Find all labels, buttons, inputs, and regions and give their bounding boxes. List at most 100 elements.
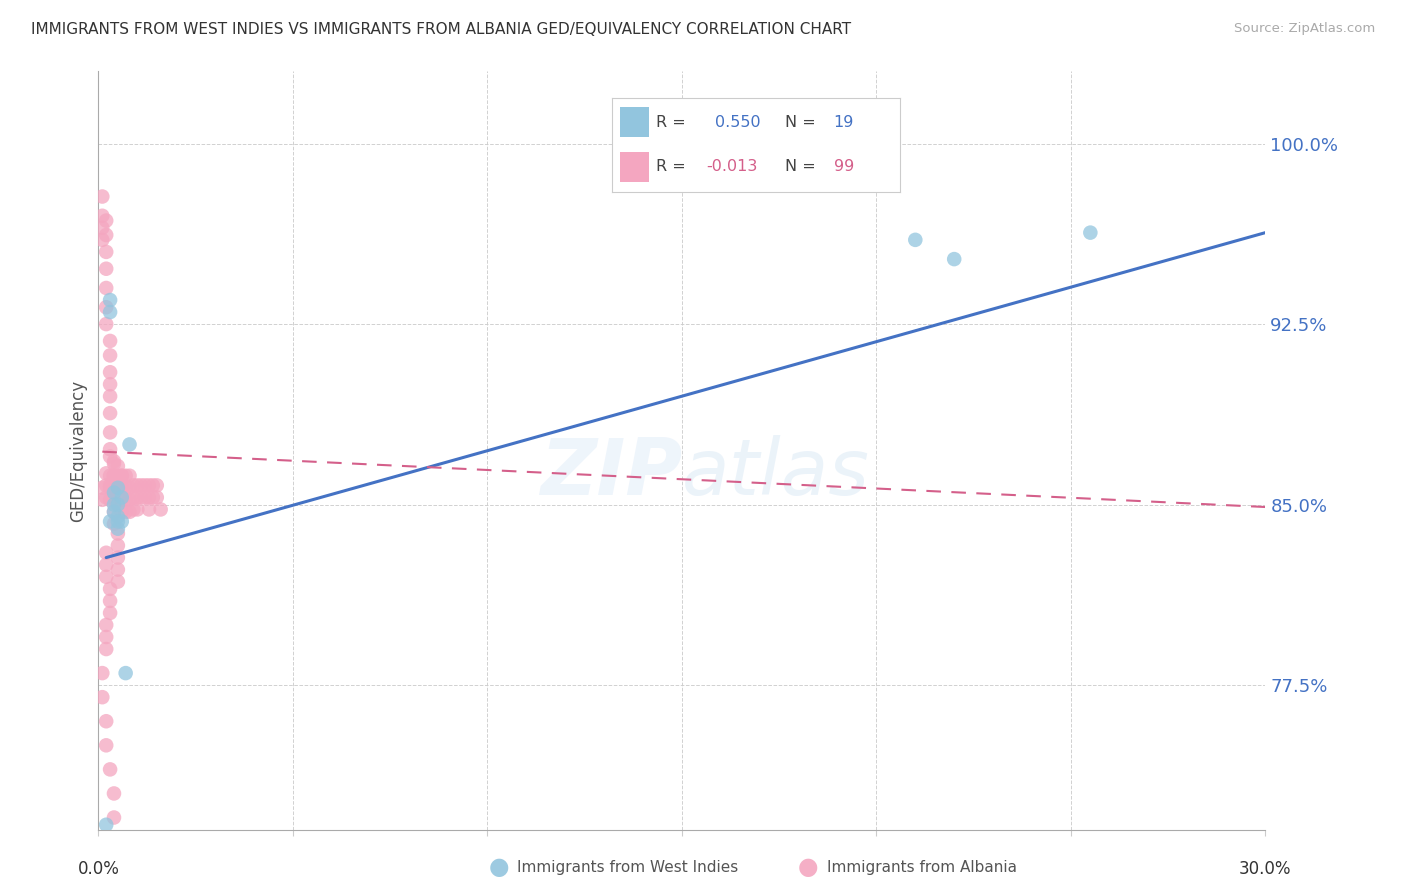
Point xyxy=(111,468,134,483)
Point xyxy=(96,818,118,832)
Point xyxy=(96,630,118,644)
Point xyxy=(91,189,114,203)
Y-axis label: GED/Equivalency: GED/Equivalency xyxy=(69,379,87,522)
Point xyxy=(103,492,125,507)
Point xyxy=(103,882,125,892)
Point xyxy=(118,437,141,451)
Point xyxy=(107,550,129,565)
Text: Immigrants from Albania: Immigrants from Albania xyxy=(827,860,1017,874)
Point xyxy=(138,491,160,505)
Point xyxy=(142,478,165,492)
Point xyxy=(107,563,129,577)
Point xyxy=(943,252,966,266)
Point xyxy=(103,481,125,495)
Point xyxy=(98,478,121,492)
Point xyxy=(98,365,121,379)
Point xyxy=(103,485,125,500)
Point xyxy=(98,594,121,608)
Point xyxy=(96,317,118,331)
Point xyxy=(96,491,118,505)
Point xyxy=(103,454,125,468)
Point xyxy=(149,502,172,516)
Point xyxy=(114,468,136,483)
Text: -0.013: -0.013 xyxy=(707,160,758,175)
Text: IMMIGRANTS FROM WEST INDIES VS IMMIGRANTS FROM ALBANIA GED/EQUIVALENCY CORRELATI: IMMIGRANTS FROM WEST INDIES VS IMMIGRANT… xyxy=(31,22,851,37)
Bar xyxy=(620,106,650,137)
Point xyxy=(98,425,121,440)
Point xyxy=(96,478,118,492)
Point xyxy=(91,666,114,681)
Point xyxy=(98,492,121,507)
Text: N =: N = xyxy=(785,114,815,129)
Point xyxy=(111,481,134,495)
Point xyxy=(103,505,125,519)
Text: 19: 19 xyxy=(834,114,853,129)
Text: Source: ZipAtlas.com: Source: ZipAtlas.com xyxy=(1234,22,1375,36)
Point xyxy=(91,233,114,247)
Point xyxy=(98,389,121,403)
Point xyxy=(111,492,134,507)
Point xyxy=(107,515,129,529)
Point xyxy=(118,468,141,483)
Point xyxy=(111,505,134,519)
Text: ●: ● xyxy=(799,855,818,879)
Point xyxy=(91,209,114,223)
Text: 0.0%: 0.0% xyxy=(77,860,120,878)
Point xyxy=(103,457,125,471)
Point xyxy=(98,858,121,872)
Text: R =: R = xyxy=(657,114,686,129)
Point xyxy=(96,546,118,560)
Point xyxy=(103,468,125,483)
Point xyxy=(96,618,118,632)
Point xyxy=(98,348,121,362)
Point xyxy=(98,481,121,495)
Point xyxy=(111,515,134,529)
Point xyxy=(96,261,118,276)
Point xyxy=(98,763,121,777)
Text: 0.550: 0.550 xyxy=(716,114,761,129)
Point xyxy=(98,305,121,319)
Text: Immigrants from West Indies: Immigrants from West Indies xyxy=(517,860,738,874)
Point xyxy=(107,539,129,553)
Point xyxy=(122,478,145,492)
Point xyxy=(96,642,118,657)
Point xyxy=(134,491,156,505)
Point xyxy=(114,492,136,507)
Point xyxy=(114,666,136,681)
Point xyxy=(122,491,145,505)
Point xyxy=(118,492,141,507)
Point xyxy=(96,467,118,481)
Point xyxy=(103,481,125,495)
Point xyxy=(118,481,141,495)
Point xyxy=(111,468,134,483)
Point xyxy=(107,526,129,541)
Point xyxy=(107,498,129,512)
Point xyxy=(118,505,141,519)
Point xyxy=(107,468,129,483)
Point xyxy=(96,244,118,259)
Point xyxy=(127,502,149,516)
Point xyxy=(107,481,129,495)
Point xyxy=(107,481,129,495)
Point xyxy=(114,505,136,519)
Text: atlas: atlas xyxy=(682,435,870,511)
Point xyxy=(127,478,149,492)
Text: ●: ● xyxy=(489,855,509,879)
Point xyxy=(91,492,114,507)
Point xyxy=(98,468,121,483)
Point xyxy=(96,227,118,242)
Point xyxy=(96,281,118,295)
Point xyxy=(98,334,121,348)
Text: N =: N = xyxy=(785,160,815,175)
Point xyxy=(98,582,121,596)
Point xyxy=(96,558,118,572)
Point xyxy=(91,220,114,235)
Point xyxy=(114,481,136,495)
Point xyxy=(129,478,152,492)
Bar xyxy=(620,152,650,183)
Point xyxy=(103,811,125,825)
Point xyxy=(138,478,160,492)
Point xyxy=(107,574,129,589)
Text: 30.0%: 30.0% xyxy=(1239,860,1292,878)
Point xyxy=(111,481,134,495)
